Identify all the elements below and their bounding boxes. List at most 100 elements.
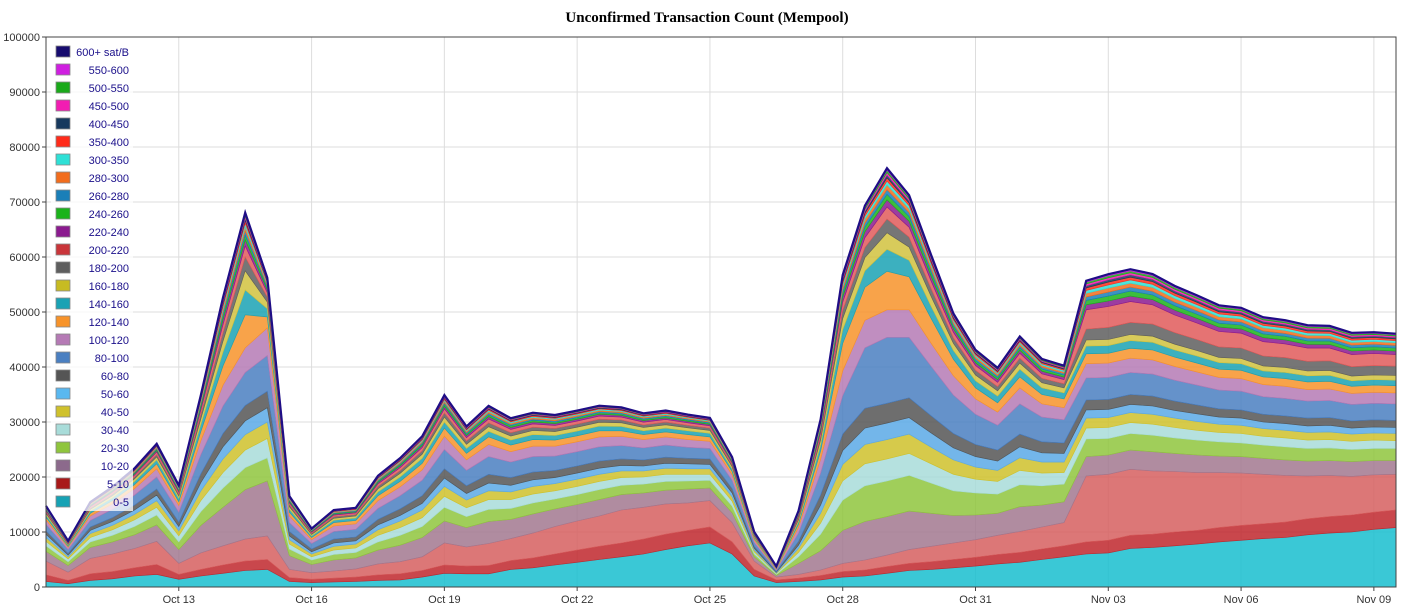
outline-layer [45,166,1397,569]
y-tick-label: 20000 [9,472,40,484]
legend-label: 350-400 [89,137,129,149]
legend-item: 500-550 [55,81,129,95]
legend-item: 160-180 [55,279,129,293]
legend-swatch [55,333,71,346]
legend-item: 10-20 [55,459,129,473]
legend: 600+ sat/B 550-600 500-550 450-500 400-450 35… [51,41,133,511]
legend-item: 240-260 [55,207,129,221]
legend-item: 350-400 [55,135,129,149]
x-tick-label: Oct 31 [959,594,991,606]
legend-swatch [55,261,71,274]
legend-swatch [55,387,71,400]
legend-swatch [55,423,71,436]
legend-swatch [55,477,71,490]
legend-label: 60-80 [101,371,129,383]
legend-swatch [55,243,71,256]
legend-item: 600+ sat/B [55,45,129,59]
legend-label: 220-240 [89,227,129,239]
legend-item: 80-100 [55,351,129,365]
x-tick-label: Nov 06 [1224,594,1259,606]
y-tick-label: 100000 [3,32,40,44]
legend-swatch [55,297,71,310]
legend-swatch [55,225,71,238]
legend-label: 140-160 [89,299,129,311]
legend-swatch [55,207,71,220]
y-tick-label: 0 [34,582,40,594]
legend-swatch [55,441,71,454]
x-tick-label: Oct 19 [428,594,460,606]
legend-label: 280-300 [89,173,129,185]
legend-label: 400-450 [89,119,129,131]
legend-label: 40-50 [101,407,129,419]
legend-item: 5-10 [55,477,129,491]
area-layer [45,167,1397,588]
legend-swatch [55,351,71,364]
legend-swatch [55,189,71,202]
legend-label: 240-260 [89,209,129,221]
legend-item: 120-140 [55,315,129,329]
legend-label: 180-200 [89,263,129,275]
x-tick-label: Nov 03 [1091,594,1126,606]
y-tick-label: 90000 [9,87,40,99]
legend-label: 80-100 [95,353,129,365]
x-tick-label: Oct 13 [163,594,195,606]
chart-title: Unconfirmed Transaction Count (Mempool) [565,10,849,26]
y-tick-label: 80000 [9,142,40,154]
legend-item: 400-450 [55,117,129,131]
legend-swatch [55,369,71,382]
legend-item: 60-80 [55,369,129,383]
legend-swatch [55,99,71,112]
axis-layer: 0 10000 20000 30000 40000 50000 60000 70000 8000… [3,32,1391,606]
legend-item: 180-200 [55,261,129,275]
legend-label: 10-20 [101,461,129,473]
legend-item: 200-220 [55,243,129,257]
legend-label: 50-60 [101,389,129,401]
legend-item: 220-240 [55,225,129,239]
total-outline [45,166,1397,569]
legend-swatch [55,405,71,418]
x-tick-label: Oct 22 [561,594,593,606]
legend-swatch [55,495,71,508]
y-tick-label: 70000 [9,197,40,209]
legend-label: 30-40 [101,425,129,437]
legend-item: 40-50 [55,405,129,419]
legend-swatch [55,459,71,472]
y-tick-label: 60000 [9,252,40,264]
legend-label: 260-280 [89,191,129,203]
legend-label: 120-140 [89,317,129,329]
legend-label: 100-120 [89,335,129,347]
legend-swatch [55,45,71,58]
legend-swatch [55,153,71,166]
y-tick-label: 50000 [9,307,40,319]
legend-item: 0-5 [55,495,129,509]
y-tick-label: 30000 [9,417,40,429]
legend-swatch [55,81,71,94]
legend-swatch [55,315,71,328]
x-tick-label: Oct 28 [827,594,859,606]
y-tick-label: 10000 [9,527,40,539]
y-tick-label: 40000 [9,362,40,374]
x-tick-label: Oct 16 [295,594,327,606]
legend-label: 20-30 [101,443,129,455]
x-tick-label: Oct 25 [694,594,726,606]
x-tick-label: Nov 09 [1356,594,1391,606]
legend-item: 550-600 [55,63,129,77]
legend-label: 550-600 [89,65,129,77]
legend-label: 200-220 [89,245,129,257]
legend-swatch [55,63,71,76]
legend-label: 300-350 [89,155,129,167]
legend-swatch [55,171,71,184]
legend-label: 5-10 [107,479,129,491]
legend-item: 30-40 [55,423,129,437]
legend-item: 260-280 [55,189,129,203]
legend-label: 0-5 [113,497,129,509]
legend-item: 280-300 [55,171,129,185]
legend-label: 600+ sat/B [76,47,129,59]
legend-item: 450-500 [55,99,129,113]
legend-item: 50-60 [55,387,129,401]
legend-item: 100-120 [55,333,129,347]
legend-swatch [55,117,71,130]
legend-item: 300-350 [55,153,129,167]
legend-item: 140-160 [55,297,129,311]
